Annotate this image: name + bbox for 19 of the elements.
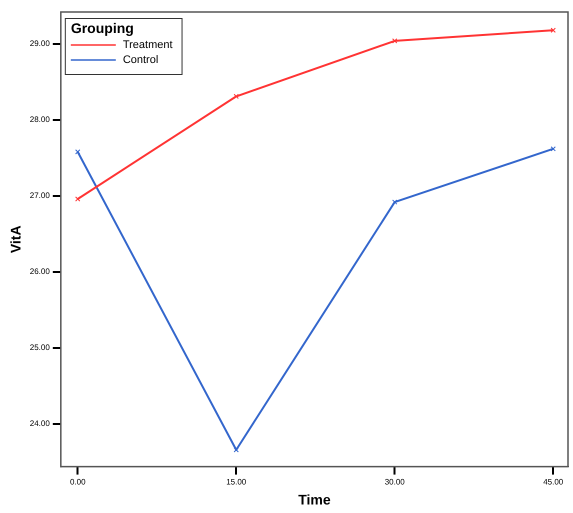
y-tick-label: 28.00: [30, 115, 50, 124]
point: [234, 447, 239, 452]
legend-label: Treatment: [122, 39, 173, 52]
y-tick-label: 27.00: [30, 191, 50, 200]
y-tick-label: 25.00: [30, 343, 50, 352]
x-tick-label: 0.00: [70, 478, 86, 487]
x-tick-label: 45.00: [543, 478, 564, 487]
x-axis-title: Time: [298, 491, 331, 508]
y-tick-label: 26.00: [30, 267, 50, 276]
point: [392, 38, 398, 44]
y-tick-label: 29.00: [30, 39, 50, 48]
legend-label: Control: [122, 54, 158, 66]
point: [392, 199, 398, 205]
y-axis-title: VitA: [7, 225, 24, 254]
x-tick-label: 15.00: [226, 478, 247, 487]
point: [234, 94, 239, 100]
x-tick-label: 30.00: [384, 478, 406, 487]
legend-title: Grouping: [70, 20, 134, 36]
y-tick-label: 24.00: [30, 419, 50, 428]
